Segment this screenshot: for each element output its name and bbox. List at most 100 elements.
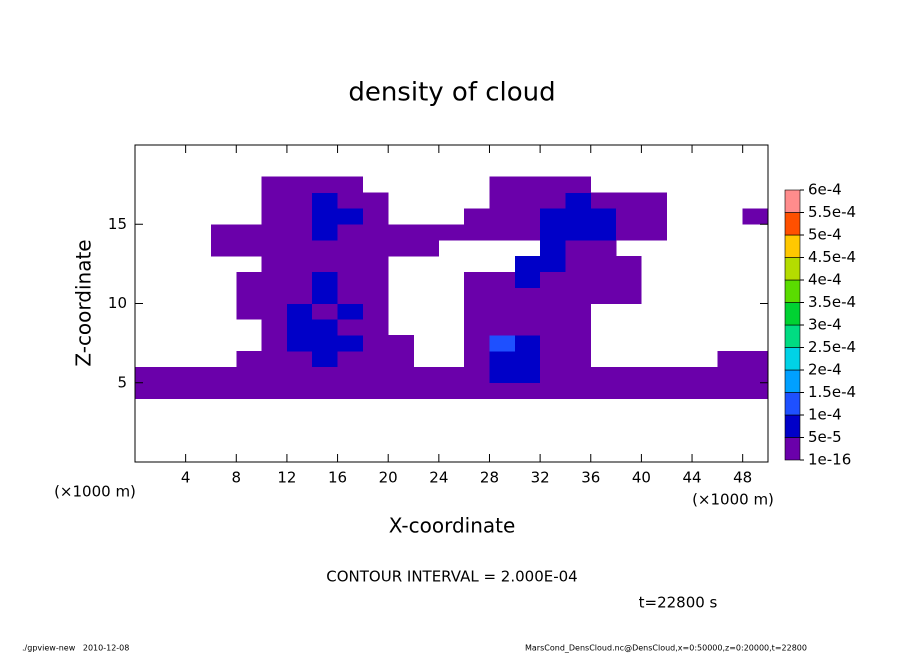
field-cell [312, 319, 338, 336]
field-cell [742, 351, 769, 368]
field-cell [590, 271, 617, 288]
field-cell [388, 193, 414, 209]
field-cell [692, 145, 718, 161]
field-cell [135, 240, 161, 256]
x-tick-label: 48 [733, 469, 752, 487]
field-cell [236, 224, 262, 241]
field-cell [565, 382, 592, 399]
field-cell [591, 177, 617, 193]
field-cell [439, 446, 465, 462]
field-cell [565, 430, 591, 446]
colorbar-label: 2e-4 [808, 361, 842, 379]
field-cell [388, 414, 414, 430]
field-cell [591, 430, 617, 446]
field-cell [616, 240, 642, 256]
field-cell [262, 161, 288, 177]
field-cell [641, 288, 667, 304]
field-cell [540, 224, 566, 241]
field-cell [515, 240, 541, 256]
x-axis-label: X-coordinate [389, 514, 516, 538]
field-cell [666, 382, 693, 399]
field-cell [388, 161, 414, 177]
field-cell [717, 161, 743, 177]
field-cell [262, 446, 288, 462]
field-cell [414, 256, 440, 272]
field-cell [616, 224, 642, 241]
colorbar-label: 5e-4 [808, 226, 842, 244]
field-cell [135, 351, 161, 367]
field-cell [514, 208, 541, 225]
field-cell [489, 176, 516, 193]
field-cell [211, 304, 237, 320]
field-cell [540, 446, 566, 462]
field-cell [464, 382, 490, 399]
field-cell [439, 272, 465, 288]
field-cell [186, 304, 212, 320]
field-cell [590, 382, 617, 399]
field-cell [591, 399, 617, 415]
field-cell [338, 414, 364, 430]
field-cell [160, 256, 186, 272]
field-cell [489, 256, 515, 272]
field-cell [590, 192, 617, 209]
field-cell [414, 193, 440, 209]
field-cell [743, 240, 769, 256]
field-cell [236, 351, 262, 368]
field-cell [236, 208, 262, 224]
field-cell [641, 256, 667, 272]
field-cell [616, 145, 642, 161]
field-cell [337, 366, 364, 384]
field-cell [717, 288, 743, 304]
field-cell [160, 272, 186, 288]
field-cell [464, 366, 490, 384]
field-cell [286, 351, 313, 368]
field-cell [414, 414, 440, 430]
field-cell [439, 161, 465, 177]
field-cell [312, 271, 338, 288]
field-cell [717, 335, 743, 351]
field-cell [692, 193, 718, 209]
colorbar-box [784, 257, 801, 281]
field-cell [210, 382, 237, 399]
field-cell [312, 414, 338, 430]
field-cell [641, 177, 667, 193]
field-cell [261, 382, 288, 399]
field-cell [464, 208, 490, 225]
field-cell [616, 366, 642, 384]
field-cell [363, 177, 389, 193]
field-cell [743, 256, 769, 272]
field-cell [261, 208, 288, 225]
colorbar-label: 1.5e-4 [808, 383, 856, 401]
field-cell [312, 176, 338, 193]
field-cell [667, 304, 693, 320]
x-axis-unit: (×1000 m) [692, 491, 774, 509]
field-cell [338, 446, 364, 462]
field-cell [337, 224, 364, 241]
field-cell [464, 145, 490, 161]
field-cell [414, 304, 440, 320]
y-axis-label: Z-coordinate [72, 239, 96, 366]
field-cell [160, 446, 186, 462]
field-cell [692, 208, 718, 224]
field-cell [388, 145, 414, 161]
field-cell [616, 446, 642, 462]
field-cell [540, 382, 566, 399]
field-cell [514, 287, 541, 304]
field-cell [135, 382, 161, 399]
field-cell [489, 319, 516, 336]
field-cell [211, 414, 237, 430]
field-cell [338, 430, 364, 446]
field-cell [414, 319, 440, 335]
field-cell [262, 414, 288, 430]
field-cell [591, 335, 617, 351]
field-cell [337, 240, 364, 257]
field-cell [692, 272, 718, 288]
field-cell [286, 303, 313, 320]
field-cell [287, 430, 313, 446]
field-cell [616, 430, 642, 446]
field-cell [717, 382, 743, 399]
field-cell [362, 208, 389, 225]
field-cell [135, 272, 161, 288]
field-cell [641, 224, 668, 241]
field-cell [489, 414, 515, 430]
